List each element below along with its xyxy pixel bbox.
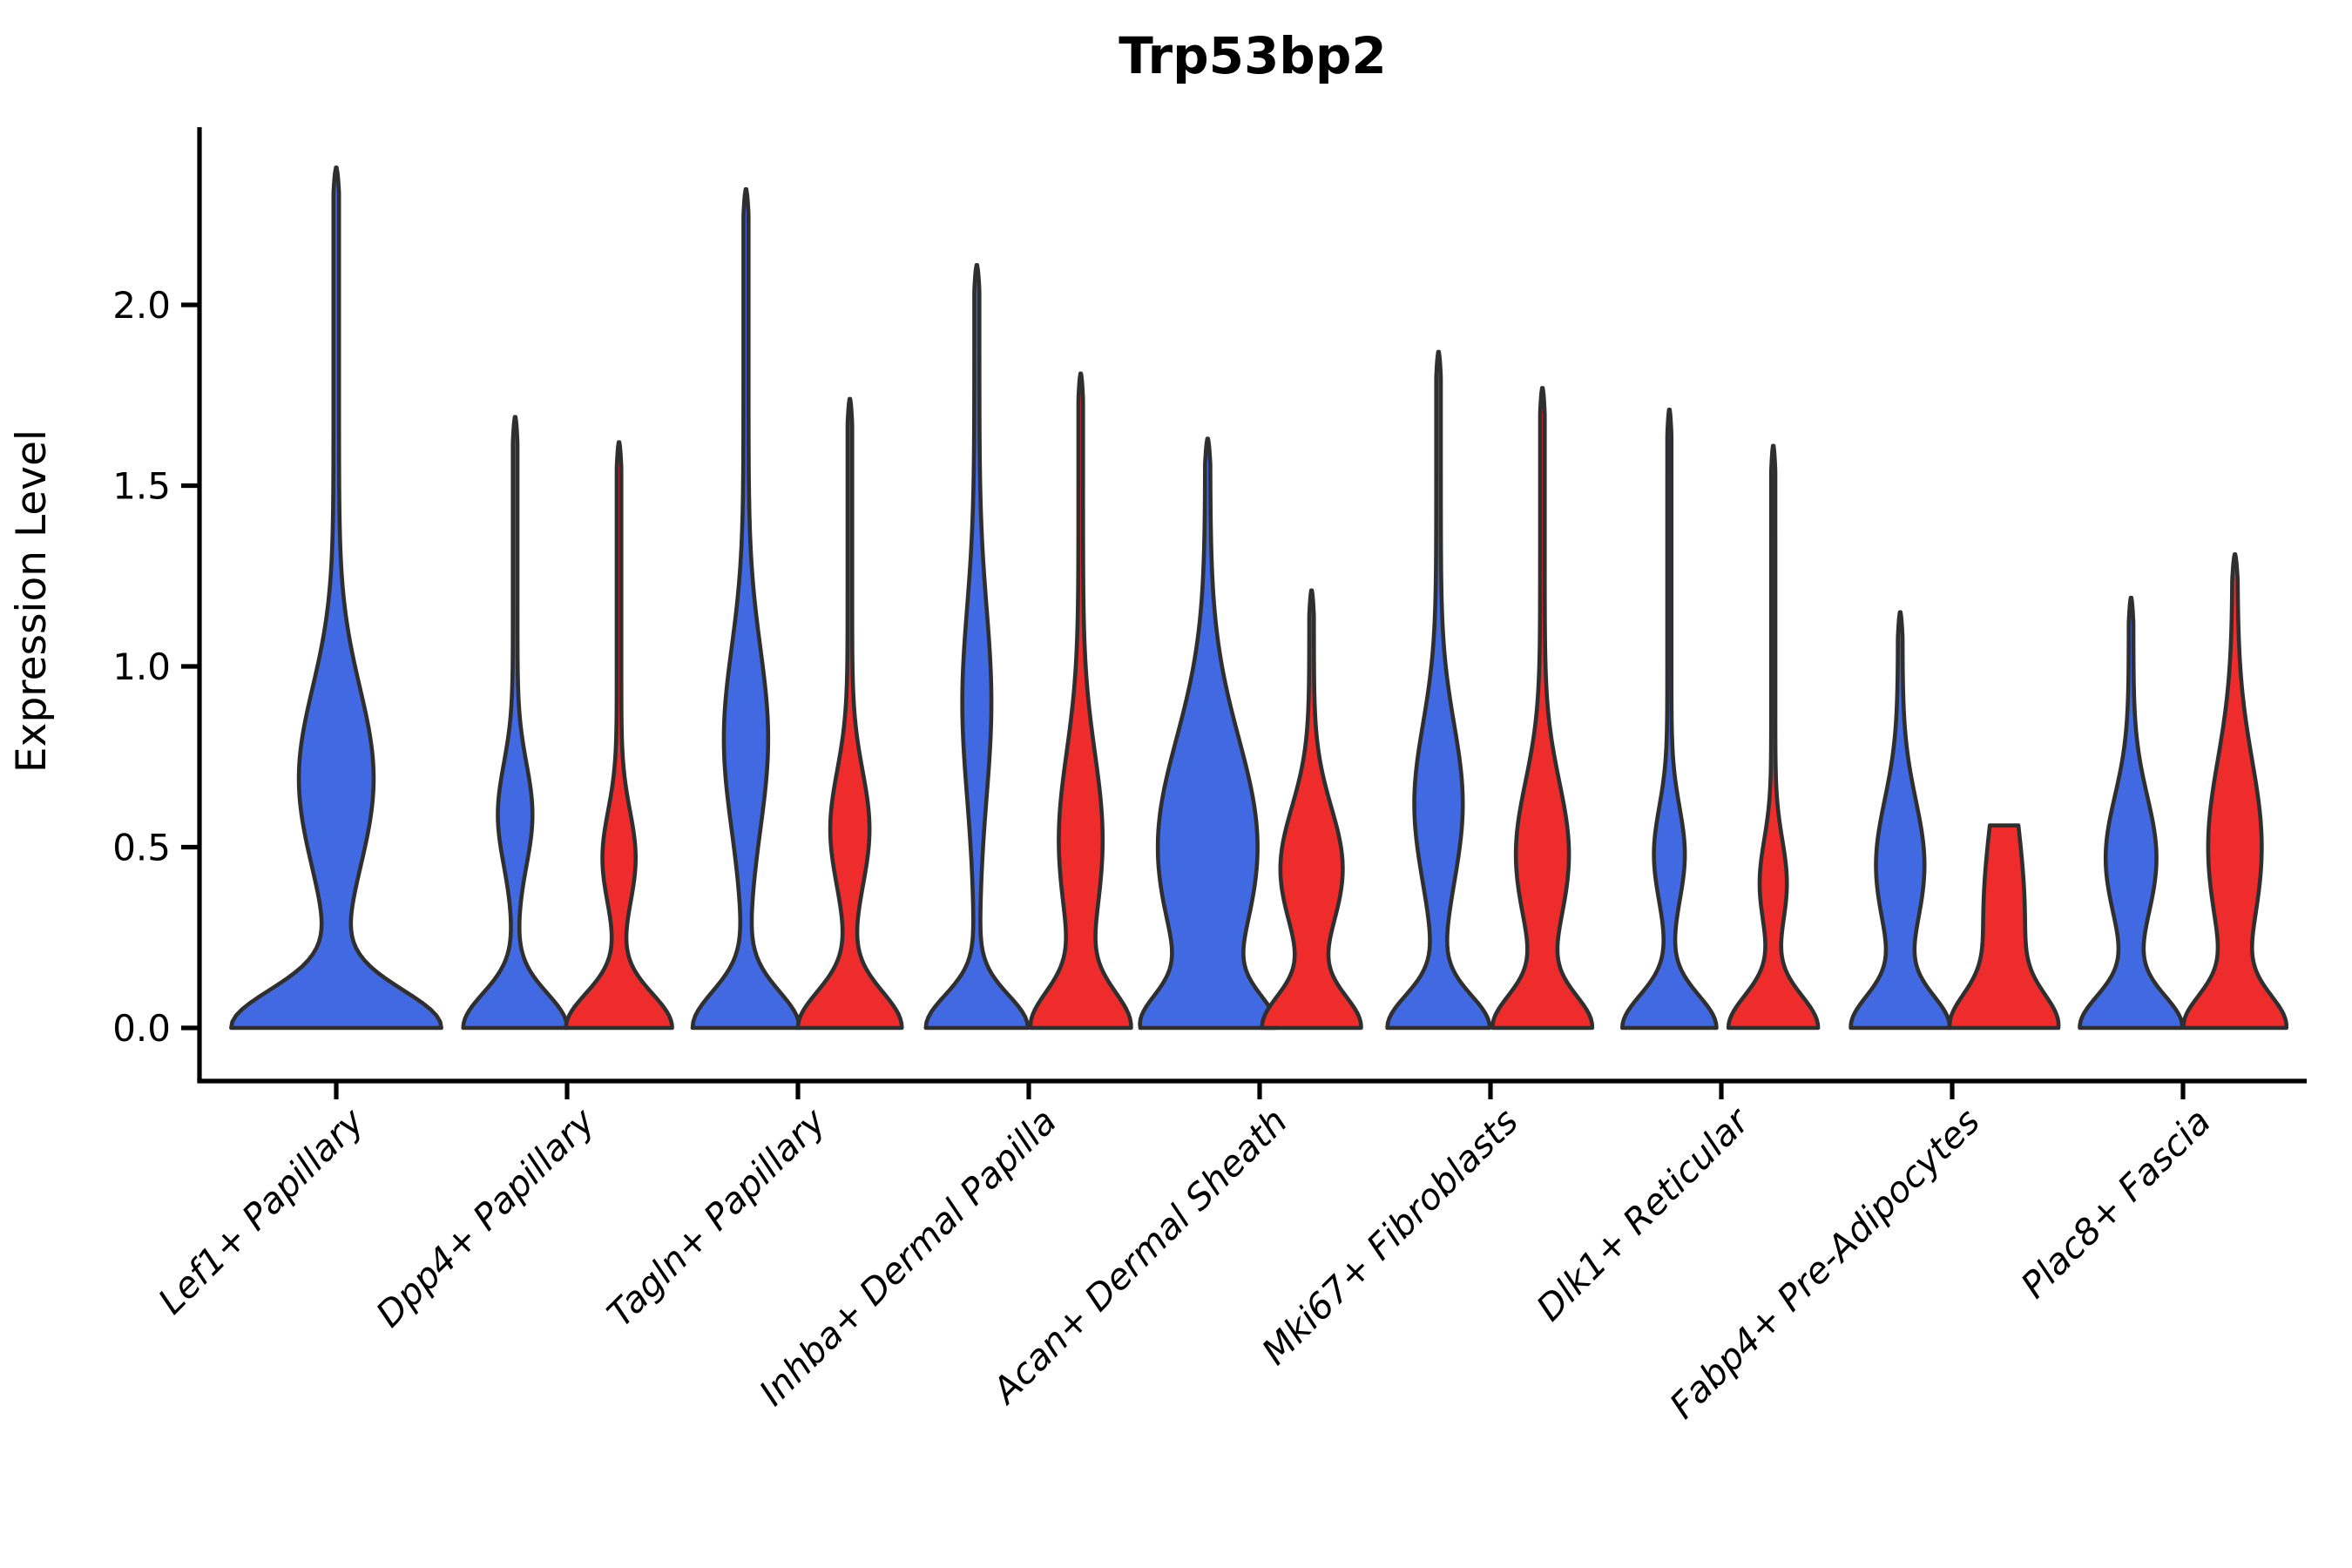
x-category-label: Plac8+ Fascia (2013, 1100, 2219, 1306)
x-category-label: Tagln+ Papillary (599, 1100, 835, 1335)
y-tick-label: 0.5 (112, 827, 171, 869)
y-tick-label: 1.0 (112, 645, 171, 688)
violin-plac8-fascia-blue (2078, 595, 2185, 1031)
x-category-label: Mki67+ Fibroblasts (1254, 1100, 1526, 1373)
violin-plac8-fascia-red (2181, 552, 2289, 1031)
violin-inhba-dermal-papilla-red (1028, 371, 1133, 1031)
plot-title: Trp53bp2 (1119, 26, 1386, 85)
violin-acan-dermal-sheath-blue (1138, 436, 1278, 1031)
violin-lef1-papillary-blue (229, 166, 443, 1031)
violin-dlk1-reticular-red (1726, 443, 1821, 1031)
violin-tagln-papillary-blue (690, 186, 802, 1031)
violin-mki67-fibroblasts-blue (1385, 349, 1492, 1031)
violin-acan-dermal-sheath-red (1260, 588, 1363, 1031)
violin-tagln-papillary-red (795, 396, 904, 1031)
violin-dpp4-papillary-blue (461, 415, 570, 1031)
violin-dlk1-reticular-blue (1620, 408, 1719, 1031)
violin-mki67-fibroblasts-red (1490, 386, 1595, 1031)
x-category-label: Lef1+ Papillary (150, 1100, 372, 1322)
y-tick-label: 1.5 (112, 465, 171, 508)
violins-layer (229, 166, 2289, 1031)
y-tick-label: 2.0 (112, 284, 171, 327)
x-category-label: Dpp4+ Papillary (368, 1100, 603, 1335)
violin-dpp4-papillary-red (564, 440, 674, 1031)
violin-fabp4-pre-adipocytes-red (1947, 823, 2061, 1031)
violin-inhba-dermal-papilla-blue (923, 263, 1031, 1031)
y-tick-label: 0.0 (112, 1007, 171, 1050)
x-category-label: Dlk1+ Reticular (1529, 1099, 1759, 1329)
violin-fabp4-pre-adipocytes-blue (1848, 610, 1952, 1031)
y-axis-label: Expression Level (8, 429, 56, 773)
